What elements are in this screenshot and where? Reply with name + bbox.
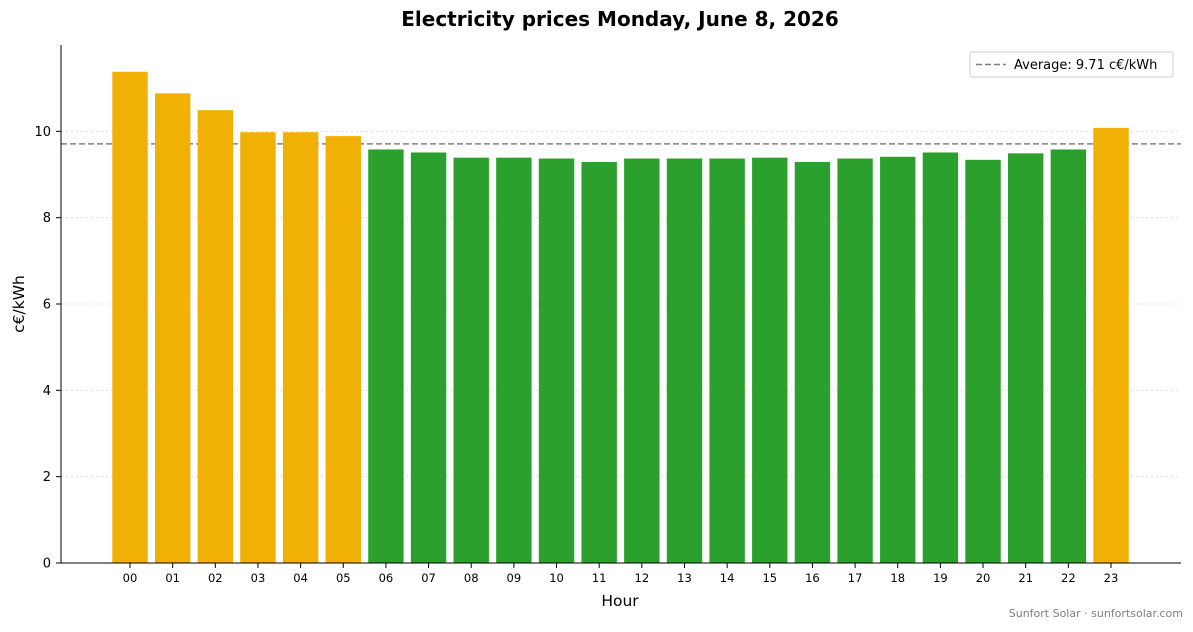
legend-average-label: Average: 9.71 c€/kWh	[1014, 58, 1157, 73]
bar-hour-05	[325, 136, 361, 563]
x-tick-label: 14	[720, 571, 735, 585]
x-tick-label: 20	[976, 571, 991, 585]
y-tick-label: 10	[34, 125, 51, 140]
y-tick-label: 8	[43, 211, 51, 226]
y-tick-label: 2	[43, 470, 51, 485]
x-tick-label: 05	[336, 571, 351, 585]
x-tick-label: 10	[549, 571, 564, 585]
bar-hour-11	[581, 161, 617, 563]
x-tick-label: 12	[635, 571, 650, 585]
bar-hour-08	[453, 157, 489, 564]
bar-hour-02	[197, 110, 234, 563]
x-tick-label: 23	[1104, 571, 1119, 585]
x-tick-label: 08	[464, 571, 479, 585]
bar-hour-07	[410, 152, 447, 564]
x-tick-label: 01	[165, 571, 180, 585]
bar-hour-16	[794, 161, 831, 563]
x-tick-label: 18	[890, 571, 905, 585]
x-tick-label: 09	[507, 571, 522, 585]
x-tick-label: 07	[421, 571, 436, 585]
x-tick-label: 11	[592, 571, 607, 585]
x-tick-label: 22	[1061, 571, 1076, 585]
bar-hour-17	[837, 158, 873, 564]
x-tick-label: 00	[123, 571, 138, 585]
bar-hour-18	[880, 156, 916, 563]
footer-credit: Sunfort Solar · sunfortsolar.com	[1009, 607, 1183, 620]
bar-hour-06	[368, 149, 404, 564]
x-tick-label: 16	[805, 571, 820, 585]
bar-hour-21	[1007, 153, 1044, 563]
bar-hour-15	[752, 157, 788, 564]
y-ticks: 0 2 4 6 8 10	[34, 125, 61, 572]
bar-hour-23	[1093, 127, 1129, 563]
bar-hour-14	[709, 158, 745, 564]
bar-hour-04	[282, 132, 319, 564]
y-tick-label: 4	[43, 384, 51, 399]
x-tick-label: 13	[677, 571, 692, 585]
bar-hour-20	[965, 159, 1001, 563]
bar-hour-01	[154, 93, 191, 563]
legend-box	[969, 51, 1174, 78]
bar-hour-12	[624, 158, 660, 564]
bar-hour-10	[538, 158, 575, 564]
x-ticks: 00 01 02 03 04 05 06 07 08 09 10 11 12 13 14 15 16 17 18 19…	[123, 563, 1119, 585]
y-tick-label: 0	[43, 557, 51, 572]
x-tick-label: 17	[848, 571, 863, 585]
x-axis-label: Hour	[601, 592, 639, 610]
y-tick-label: 6	[43, 298, 51, 313]
bar-hour-09	[496, 157, 532, 564]
bar-hour-13	[666, 158, 703, 564]
x-tick-label: 06	[379, 571, 394, 585]
bar-hour-19	[922, 152, 959, 564]
x-tick-label: 19	[933, 571, 948, 585]
bar-hour-00	[112, 71, 148, 563]
x-tick-label: 21	[1018, 571, 1033, 585]
legend: Average: 9.71 c€/kWh	[969, 51, 1174, 78]
x-tick-label: 02	[208, 571, 223, 585]
bars	[112, 71, 1129, 564]
x-tick-label: 15	[762, 571, 777, 585]
y-axis-label: c€/kWh	[10, 275, 28, 333]
chart-title: Electricity prices Monday, June 8, 2026	[401, 7, 839, 31]
x-tick-label: 04	[293, 571, 308, 585]
bar-hour-22	[1050, 149, 1087, 564]
bar-hour-03	[240, 132, 276, 564]
x-tick-label: 03	[251, 571, 266, 585]
